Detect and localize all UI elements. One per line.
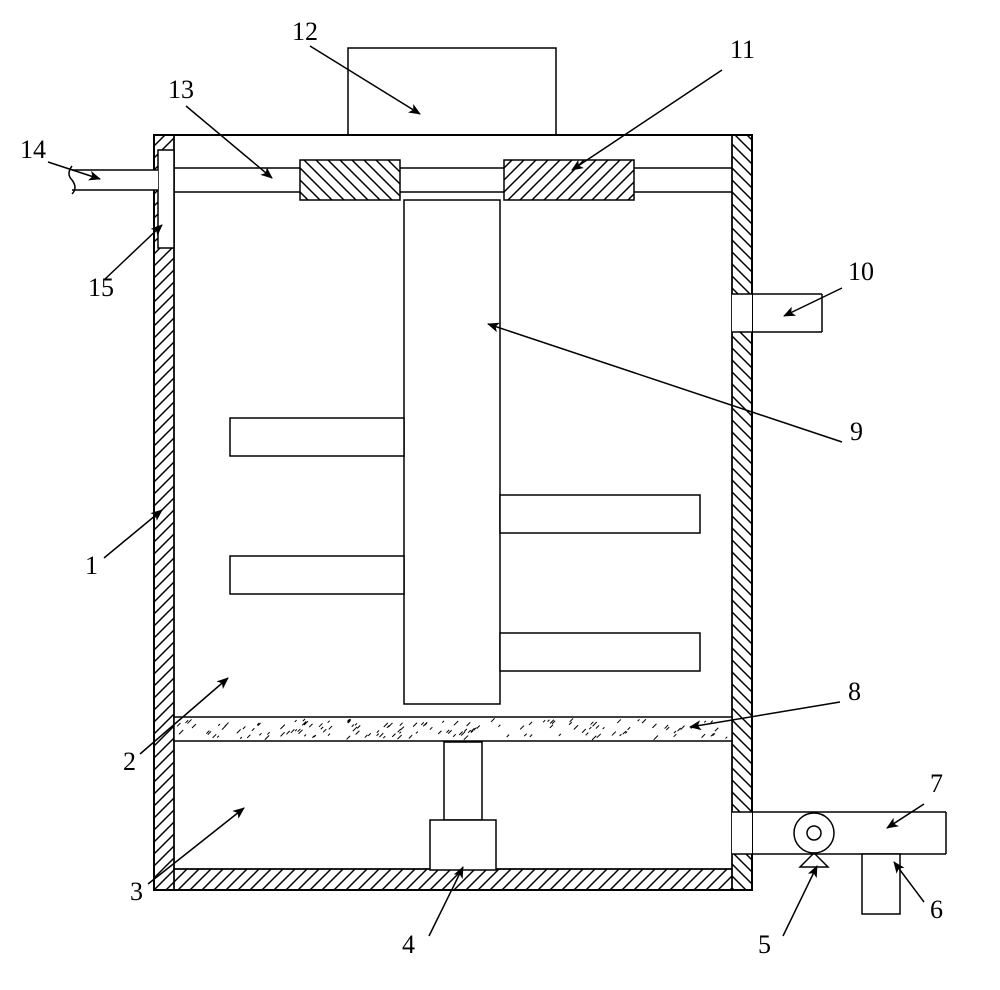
label-14: 14 <box>20 135 46 164</box>
label-2: 2 <box>123 747 136 776</box>
label-1: 1 <box>85 551 98 580</box>
shapes-layer <box>69 48 946 914</box>
label-3: 3 <box>130 877 143 906</box>
label-11: 11 <box>730 35 755 64</box>
label-9: 9 <box>850 417 863 446</box>
label-4: 4 <box>402 930 415 959</box>
label-7: 7 <box>930 769 943 798</box>
label-6: 6 <box>930 895 943 924</box>
label-10: 10 <box>848 257 874 286</box>
label-8: 8 <box>848 677 861 706</box>
label-5: 5 <box>758 930 771 959</box>
label-13: 13 <box>168 75 194 104</box>
label-15: 15 <box>88 273 114 302</box>
engineering-diagram: 123456789101112131415 <box>0 0 1000 990</box>
label-12: 12 <box>292 17 318 46</box>
